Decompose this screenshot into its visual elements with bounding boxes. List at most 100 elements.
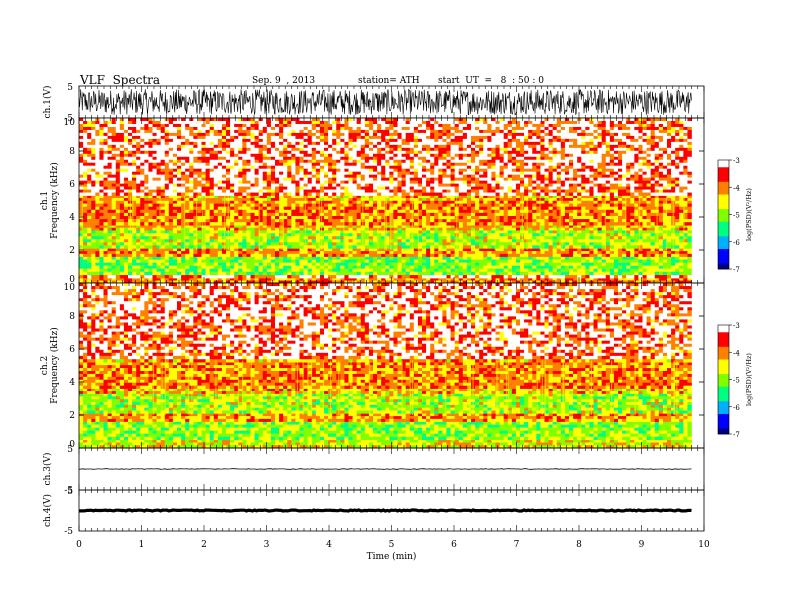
ch1-spectrogram-cell bbox=[446, 245, 451, 249]
ch1-spectrogram-cell bbox=[209, 262, 215, 266]
ch1-spectrogram-cell bbox=[409, 280, 415, 284]
ch1-spectrogram-cell bbox=[442, 212, 447, 217]
ch1-spectrogram-cell bbox=[552, 268, 558, 273]
ch1-spectrogram-cell bbox=[503, 262, 509, 266]
ch1-spectrogram-cell bbox=[107, 206, 112, 211]
ch1-spectrogram-cell bbox=[230, 271, 235, 276]
ch1-spectrogram-cell bbox=[144, 265, 149, 269]
ch1-spectrogram-cell bbox=[254, 248, 259, 252]
ch1-spectrogram-cell bbox=[658, 262, 664, 266]
ch1-spectrogram-cell bbox=[373, 271, 378, 276]
ch1-spectrogram-cell bbox=[201, 271, 206, 276]
ch1-spectrogram-cell bbox=[389, 274, 394, 279]
ch1-spectrogram-cell bbox=[168, 278, 174, 281]
ch1-spectrogram-cell bbox=[503, 225, 509, 229]
ch1-spectrogram-cell bbox=[87, 248, 92, 252]
ch1-spectrogram-cell bbox=[528, 222, 533, 226]
ch1-spectrogram-cell bbox=[597, 227, 602, 231]
ch1-spectrogram-cell bbox=[299, 236, 304, 240]
ch1-spectrogram-cell bbox=[213, 225, 219, 229]
ch1-spectrogram-cell bbox=[409, 256, 415, 260]
ch1-spectrogram-cell bbox=[495, 274, 500, 279]
ch1-spectrogram-cell bbox=[520, 280, 525, 284]
ch1-spectrogram-cell bbox=[242, 256, 247, 260]
ch1-spectrogram-cell bbox=[548, 262, 553, 266]
ch1-spectrogram-cell bbox=[99, 118, 104, 122]
ch1-spectrogram-cell bbox=[483, 222, 488, 226]
ch1-spectrogram-cell bbox=[515, 120, 521, 125]
ch1-spectrogram-cell bbox=[601, 209, 607, 214]
ch1-spectrogram-cell bbox=[450, 195, 455, 199]
ch1-spectrogram-cell bbox=[111, 259, 117, 263]
ch1-spectrogram-cell bbox=[638, 262, 643, 266]
ch1-spectrogram-cell bbox=[185, 274, 190, 279]
ch1-spectrogram-cell bbox=[511, 195, 517, 199]
ch1-spectrogram-cell bbox=[111, 215, 117, 220]
ch1-spectrogram-cell bbox=[377, 253, 382, 257]
ch1-spectrogram-cell bbox=[377, 278, 382, 281]
ch1-spectrogram-cell bbox=[368, 265, 374, 269]
ch1-spectrogram-cell bbox=[520, 120, 525, 125]
ch1-spectrogram-cell bbox=[201, 248, 206, 252]
ch1-spectrogram-cell bbox=[483, 236, 488, 240]
ch1-spectrogram-cell bbox=[193, 278, 198, 281]
ch1-spectrogram-cell bbox=[303, 253, 308, 257]
ch1-spectrogram-cell bbox=[307, 200, 313, 204]
ch1-spectrogram-cell bbox=[136, 209, 141, 214]
ch1-spectrogram-cell bbox=[279, 278, 284, 281]
ch1-spectrogram-cell bbox=[299, 118, 304, 122]
ch1-spectrogram-cell bbox=[630, 203, 635, 207]
ch1-spectrogram-cell bbox=[515, 245, 521, 249]
ch1-spectrogram-cell bbox=[205, 268, 210, 273]
ch1-spectrogram-cell bbox=[393, 280, 398, 284]
ch1-spectrogram-cell bbox=[119, 268, 125, 273]
ch1-spectrogram-cell bbox=[152, 262, 157, 266]
ch1-spectrogram-cell bbox=[132, 227, 137, 231]
ch1-spectrogram-cell bbox=[209, 259, 215, 263]
ch1-spectrogram-cell bbox=[532, 262, 537, 266]
ch1-spectrogram-cell bbox=[667, 198, 672, 201]
ch1-spectrogram-cell bbox=[246, 242, 251, 246]
ch1-spectrogram-cell bbox=[136, 222, 141, 226]
ch1-spectrogram-cell bbox=[254, 203, 259, 207]
ch1-spectrogram-cell bbox=[495, 225, 500, 229]
ch1-spectrogram-cell bbox=[450, 253, 455, 257]
ch1-spectrogram-cell bbox=[319, 200, 325, 204]
ch1-spectrogram-cell bbox=[560, 118, 566, 122]
ch1-spectrogram-cell bbox=[479, 222, 484, 226]
ch1-spectrogram-cell bbox=[540, 215, 545, 220]
ch1-spectrogram-cell bbox=[328, 230, 333, 234]
ch1-spectrogram-cell bbox=[471, 120, 476, 125]
ch1-spectrogram-cell bbox=[650, 203, 656, 207]
ch1-spectrogram-cell bbox=[589, 268, 594, 273]
ch1-spectrogram-cell bbox=[377, 219, 382, 223]
ch1-spectrogram-cell bbox=[95, 195, 100, 199]
ch1-spectrogram-cell bbox=[213, 206, 219, 211]
ch1-spectrogram-cell bbox=[332, 215, 337, 220]
ch1-spectrogram-cell bbox=[140, 280, 145, 284]
ch1-spectrogram-cell bbox=[458, 262, 464, 266]
ch1-spectrogram-cell bbox=[242, 222, 247, 226]
ch1-spectrogram-cell bbox=[319, 271, 325, 276]
ch1-spectrogram-cell bbox=[242, 195, 247, 199]
ch1-spectrogram-cell bbox=[262, 271, 268, 276]
ch1-spectrogram-cell bbox=[217, 280, 223, 284]
ch1-spectrogram-cell bbox=[618, 265, 623, 269]
ch1-spectrogram-cell bbox=[266, 248, 272, 252]
ch1-spectrogram-cell bbox=[168, 227, 174, 231]
ch1-spectrogram-cell bbox=[164, 215, 170, 220]
ch1-spectrogram-cell bbox=[254, 219, 259, 223]
ch1-spectrogram-cell bbox=[168, 212, 174, 217]
ch1-spectrogram-cell bbox=[352, 233, 357, 237]
ch1-spectrogram-cell bbox=[462, 219, 468, 223]
ch1-spectrogram-cell bbox=[577, 253, 582, 257]
ch1-spectrogram-cell bbox=[164, 262, 170, 266]
ch1-spectrogram-cell bbox=[226, 118, 231, 122]
ch1-spectrogram-cell bbox=[609, 265, 615, 269]
ch1-spectrogram-cell bbox=[515, 209, 521, 214]
ch1-spectrogram-cell bbox=[479, 230, 484, 234]
ch1-spectrogram-cell bbox=[458, 245, 464, 249]
ch1-spectrogram-cell bbox=[91, 206, 96, 211]
ch1-spectrogram-cell bbox=[283, 245, 288, 249]
ch1-spectrogram-cell bbox=[356, 236, 362, 240]
